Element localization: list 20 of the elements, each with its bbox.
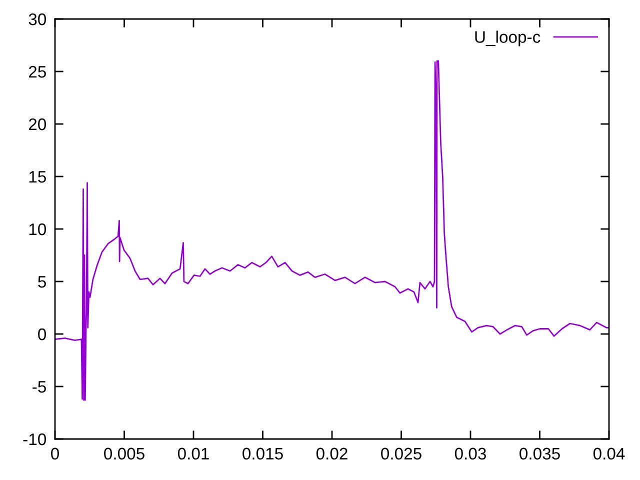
y-tick-label: 20 [28, 118, 46, 130]
line-series [55, 60, 609, 401]
x-tick-label: 0 [51, 448, 59, 460]
y-tick-label: -10 [23, 433, 46, 446]
y-tick-label: -5 [32, 381, 46, 393]
x-tick-label: 0.015 [242, 448, 283, 460]
x-tick-label: 0.03 [454, 448, 486, 460]
x-tick-label: 0.02 [316, 448, 348, 460]
x-tick-label: 0.04 [593, 448, 625, 460]
y-tick-label: 30 [28, 13, 46, 26]
legend-label: U_loop-c [475, 30, 540, 46]
y-tick-label: 10 [29, 223, 46, 236]
x-tick-label: 0.035 [520, 448, 560, 460]
x-tick-label: 0.005 [104, 448, 144, 460]
x-tick-label: 0.01 [178, 448, 209, 460]
y-tick-label: 0 [38, 328, 46, 340]
y-tick-label: 25 [28, 66, 46, 78]
y-tick-label: 15 [29, 171, 46, 183]
y-tick-label: 5 [38, 276, 46, 288]
x-tick-label: 0.025 [381, 448, 422, 460]
